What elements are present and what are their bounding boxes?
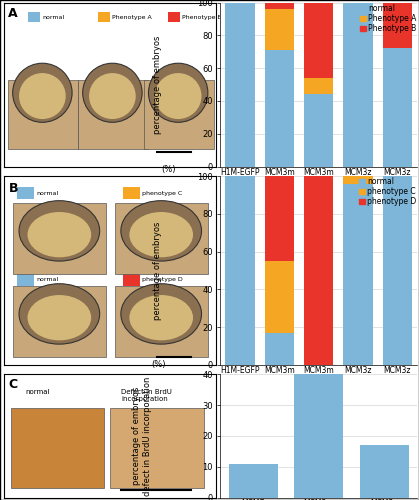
Text: (%): (%) xyxy=(161,0,176,1)
Text: (%): (%) xyxy=(161,166,176,174)
Ellipse shape xyxy=(155,73,202,119)
Legend: normal, phenotype C, phenotype D: normal, phenotype C, phenotype D xyxy=(359,176,417,207)
Text: A: A xyxy=(8,8,18,20)
Bar xyxy=(304,78,334,94)
Text: phenotype C: phenotype C xyxy=(142,190,182,196)
Bar xyxy=(265,261,294,333)
FancyBboxPatch shape xyxy=(110,408,204,488)
Ellipse shape xyxy=(19,200,100,261)
Text: C: C xyxy=(8,378,18,391)
Bar xyxy=(225,2,255,166)
Y-axis label: percentage of embryos
defect in BrdU incorporation: percentage of embryos defect in BrdU inc… xyxy=(132,376,152,496)
Bar xyxy=(383,2,412,48)
Legend: normal, Phenotype A, Phenotype B: normal, Phenotype A, Phenotype B xyxy=(360,3,417,34)
Ellipse shape xyxy=(28,295,91,341)
Bar xyxy=(265,2,294,9)
Bar xyxy=(343,2,373,166)
Text: normal: normal xyxy=(26,389,50,395)
Bar xyxy=(265,9,294,50)
Text: normal: normal xyxy=(36,190,58,196)
Bar xyxy=(304,94,334,166)
Bar xyxy=(383,176,412,365)
Bar xyxy=(360,445,409,498)
FancyBboxPatch shape xyxy=(78,80,148,148)
FancyBboxPatch shape xyxy=(98,12,110,22)
Bar xyxy=(229,464,278,498)
Bar xyxy=(265,50,294,166)
FancyBboxPatch shape xyxy=(28,12,40,22)
Text: normal: normal xyxy=(36,278,58,282)
FancyBboxPatch shape xyxy=(13,286,106,358)
Bar xyxy=(304,176,334,365)
Text: normal: normal xyxy=(42,15,65,20)
Bar xyxy=(225,176,255,365)
FancyBboxPatch shape xyxy=(8,80,78,148)
Bar xyxy=(304,2,334,78)
FancyBboxPatch shape xyxy=(114,286,208,358)
Bar xyxy=(294,374,343,498)
FancyBboxPatch shape xyxy=(13,202,106,274)
Ellipse shape xyxy=(121,200,202,261)
FancyBboxPatch shape xyxy=(17,274,34,285)
FancyBboxPatch shape xyxy=(123,188,140,199)
Text: phenotype D: phenotype D xyxy=(142,278,183,282)
Ellipse shape xyxy=(83,63,142,122)
FancyBboxPatch shape xyxy=(144,80,214,148)
Ellipse shape xyxy=(129,295,193,341)
FancyBboxPatch shape xyxy=(10,408,104,488)
Text: Phenotype A: Phenotype A xyxy=(112,15,152,20)
Bar xyxy=(343,184,373,365)
Ellipse shape xyxy=(129,212,193,258)
Text: Phenotype B: Phenotype B xyxy=(182,15,222,20)
Text: (%): (%) xyxy=(152,360,166,370)
Ellipse shape xyxy=(148,63,208,122)
Text: B: B xyxy=(8,182,18,195)
FancyBboxPatch shape xyxy=(114,202,208,274)
Text: Defect in BrdU
incorporation: Defect in BrdU incorporation xyxy=(121,389,172,402)
Y-axis label: percentage of embryos: percentage of embryos xyxy=(153,222,161,320)
Ellipse shape xyxy=(13,63,72,122)
Bar xyxy=(265,176,294,261)
Bar xyxy=(343,176,373,184)
Ellipse shape xyxy=(28,212,91,258)
Ellipse shape xyxy=(121,284,202,344)
FancyBboxPatch shape xyxy=(17,188,34,199)
Bar xyxy=(265,333,294,365)
Ellipse shape xyxy=(89,73,136,119)
Y-axis label: percentage of embryos: percentage of embryos xyxy=(153,36,161,134)
FancyBboxPatch shape xyxy=(168,12,180,22)
Bar xyxy=(383,48,412,166)
Ellipse shape xyxy=(19,284,100,344)
Ellipse shape xyxy=(19,73,66,119)
FancyBboxPatch shape xyxy=(123,274,140,285)
